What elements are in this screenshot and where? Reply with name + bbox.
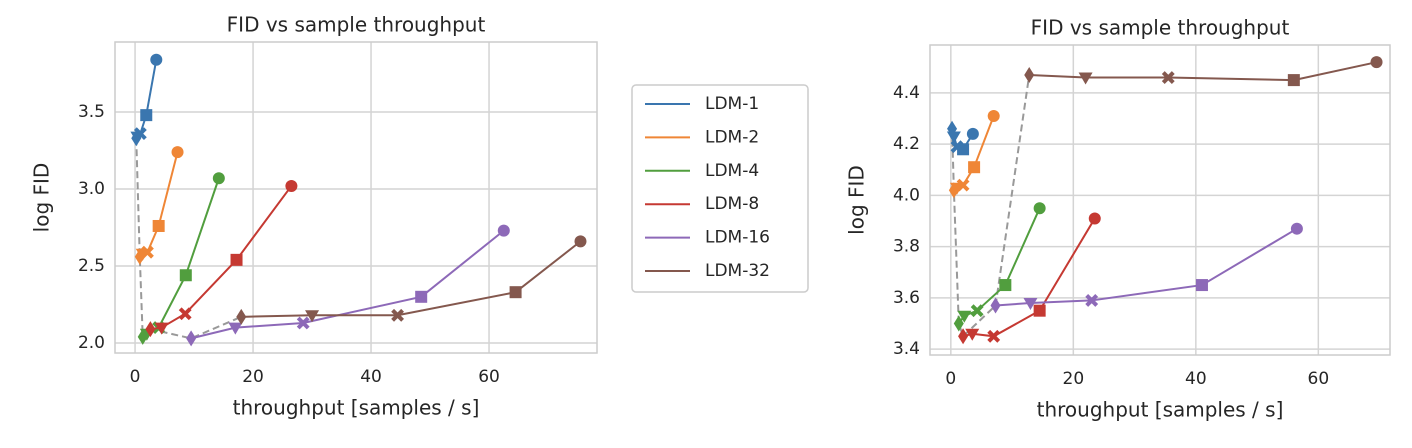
- legend-label: LDM-32: [705, 261, 770, 281]
- legend-label: LDM-16: [705, 228, 770, 248]
- x-tick-label: 60: [1308, 369, 1330, 389]
- marker: [137, 328, 148, 345]
- marker: [285, 179, 298, 192]
- legend-label: LDM-8: [705, 194, 759, 214]
- legend-label: LDM-4: [705, 161, 759, 181]
- y-tick-label: 2.0: [78, 333, 105, 353]
- marker: [152, 219, 165, 232]
- marker: [968, 161, 981, 174]
- marker: [150, 53, 163, 66]
- marker: [958, 328, 969, 345]
- marker: [946, 131, 961, 144]
- series-line: [150, 185, 293, 331]
- marker: [1023, 297, 1038, 310]
- marker: [574, 235, 587, 248]
- legend-label: LDM-1: [705, 94, 759, 114]
- marker: [990, 297, 1001, 314]
- marker: [953, 315, 964, 332]
- marker: [947, 120, 958, 137]
- marker: [178, 307, 192, 321]
- series-line: [142, 177, 220, 338]
- marker: [1088, 212, 1101, 225]
- series-line: [139, 151, 179, 258]
- marker: [1085, 294, 1099, 307]
- x-tick-label: 60: [478, 367, 500, 387]
- x-tick-label: 40: [1185, 369, 1207, 389]
- x-tick-label: 20: [242, 367, 264, 387]
- marker: [154, 322, 169, 335]
- x-axis-label: throughput [samples / s]: [233, 396, 480, 420]
- frontier-line: [951, 74, 1031, 339]
- series-line: [135, 59, 158, 139]
- marker: [228, 322, 243, 335]
- marker: [987, 109, 1000, 122]
- series-line: [241, 240, 582, 318]
- marker: [171, 146, 184, 159]
- series-line: [1029, 61, 1377, 82]
- marker: [131, 130, 142, 147]
- x-axis-label: throughput [samples / s]: [1037, 398, 1284, 422]
- marker: [391, 308, 405, 322]
- y-tick-label: 3.6: [893, 288, 920, 308]
- y-axis-label: log FID: [845, 165, 869, 235]
- marker: [987, 329, 1001, 343]
- marker: [497, 224, 510, 237]
- x-tick-label: 20: [1063, 369, 1085, 389]
- marker: [970, 304, 984, 318]
- marker: [957, 310, 972, 323]
- marker: [296, 316, 310, 330]
- marker: [948, 182, 959, 199]
- marker: [1033, 304, 1046, 317]
- y-axis-label: log FID: [30, 163, 54, 233]
- x-tick-label: 0: [945, 369, 956, 389]
- x-tick-label: 40: [360, 367, 382, 387]
- marker: [1287, 74, 1300, 87]
- y-tick-label: 4.2: [893, 134, 920, 154]
- y-tick-label: 3.0: [78, 179, 105, 199]
- y-tick-label: 4.4: [893, 83, 920, 103]
- axes-frame: [929, 44, 1391, 356]
- marker: [212, 172, 225, 185]
- x-tick-label: 0: [130, 367, 141, 387]
- y-tick-label: 3.4: [893, 339, 920, 359]
- y-tick-label: 3.5: [78, 102, 105, 122]
- y-tick-label: 2.5: [78, 256, 105, 276]
- marker: [966, 127, 979, 140]
- marker: [415, 290, 428, 303]
- marker: [179, 269, 192, 282]
- marker: [509, 286, 522, 299]
- series-line: [995, 227, 1298, 307]
- chart-title: FID vs sample throughput: [1031, 16, 1290, 40]
- marker: [1161, 71, 1175, 84]
- legend: LDM-1 LDM-2 LDM-4 LDM-8 LDM-16 LDM-32: [631, 84, 809, 293]
- chart-title: FID vs sample throughput: [227, 13, 486, 37]
- marker: [1370, 56, 1383, 69]
- marker: [1078, 72, 1093, 85]
- marker: [965, 328, 980, 341]
- marker: [134, 248, 145, 265]
- marker: [145, 321, 156, 338]
- marker: [999, 279, 1012, 292]
- marker: [1033, 202, 1046, 215]
- marker: [186, 330, 197, 347]
- marker: [1290, 222, 1303, 235]
- marker: [1024, 66, 1035, 83]
- series-line: [190, 229, 505, 340]
- marker: [305, 310, 320, 323]
- y-tick-label: 3.8: [893, 237, 920, 257]
- marker: [236, 308, 247, 325]
- marker: [140, 109, 153, 122]
- marker: [230, 253, 243, 266]
- y-tick-label: 4.0: [893, 185, 920, 205]
- axes-frame: [114, 41, 598, 354]
- legend-label: LDM-2: [705, 127, 759, 147]
- marker: [1195, 279, 1208, 292]
- marker: [950, 140, 964, 154]
